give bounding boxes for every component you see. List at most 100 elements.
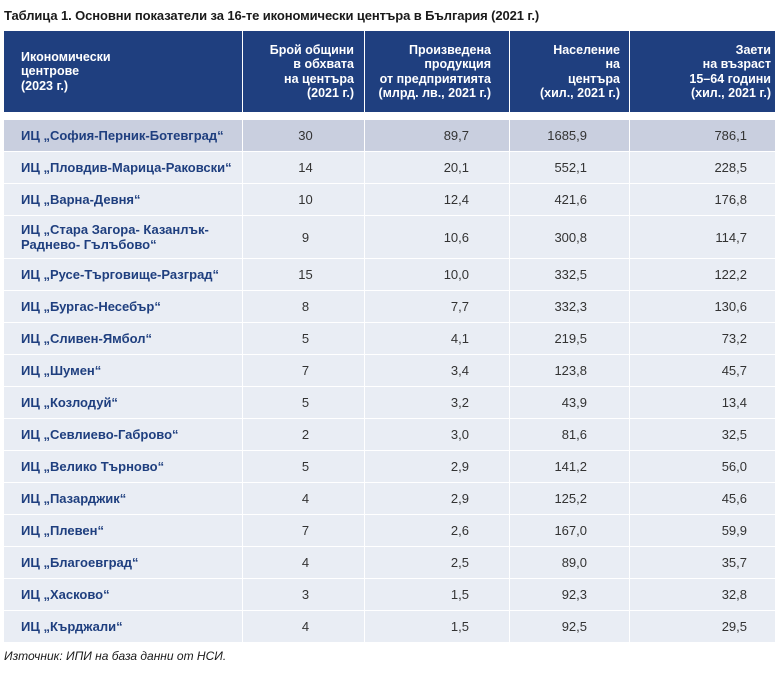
population-cell: 92,3 [510, 578, 630, 610]
municipalities-cell: 7 [243, 354, 365, 386]
municipalities-cell: 4 [243, 610, 365, 642]
table-row: ИЦ „Козлодуй“ 5 3,2 43,9 13,4 [4, 386, 775, 418]
table-caption: Таблица 1. Основни показатели за 16-те и… [4, 8, 540, 23]
population-cell: 141,2 [510, 450, 630, 482]
center-name-line: ИЦ „Бургас-Несебър“ [21, 299, 161, 314]
table-body: ИЦ „София-Перник-Ботевград“ 30 89,7 1685,9 7… [4, 112, 775, 642]
municipalities-cell: 30 [243, 119, 365, 151]
header-line: 15–64 години [689, 71, 771, 86]
municipalities-cell: 4 [243, 482, 365, 514]
municipalities-cell: 14 [243, 151, 365, 183]
center-name-line: ИЦ „Шумен“ [21, 363, 102, 378]
production-cell: 7,7 [365, 290, 510, 322]
municipalities-cell: 3 [243, 578, 365, 610]
production-cell: 3,4 [365, 354, 510, 386]
employed-cell: 59,9 [630, 514, 775, 546]
production-cell: 3,2 [365, 386, 510, 418]
production-cell: 2,9 [365, 482, 510, 514]
population-cell: 332,5 [510, 258, 630, 290]
population-cell: 81,6 [510, 418, 630, 450]
table-row: ИЦ „Кърджали“ 4 1,5 92,5 29,5 [4, 610, 775, 642]
employed-cell: 130,6 [630, 290, 775, 322]
population-cell: 43,9 [510, 386, 630, 418]
center-name-cell: ИЦ „Плевен“ [4, 514, 243, 546]
header-line: Заети [735, 42, 771, 57]
center-name-line: ИЦ „Севлиево-Габрово“ [21, 427, 179, 442]
center-name-cell: ИЦ „Бургас-Несебър“ [4, 290, 243, 322]
table-row: ИЦ „Шумен“ 7 3,4 123,8 45,7 [4, 354, 775, 386]
production-cell: 10,0 [365, 258, 510, 290]
header-economic-centers: Икономически центрове (2023 г.) [4, 31, 243, 112]
employed-cell: 32,8 [630, 578, 775, 610]
population-cell: 219,5 [510, 322, 630, 354]
table-row: ИЦ „Русе-Търговище-Разград“ 15 10,0 332,5 12… [4, 258, 775, 290]
table-row: ИЦ „София-Перник-Ботевград“ 30 89,7 1685,9 7… [4, 119, 775, 151]
production-cell: 3,0 [365, 418, 510, 450]
municipalities-cell: 7 [243, 514, 365, 546]
center-name-cell: ИЦ „София-Перник-Ботевград“ [4, 119, 243, 151]
population-cell: 332,3 [510, 290, 630, 322]
employed-cell: 45,7 [630, 354, 775, 386]
employed-cell: 176,8 [630, 183, 775, 215]
population-cell: 125,2 [510, 482, 630, 514]
center-name-cell: ИЦ „Козлодуй“ [4, 386, 243, 418]
production-cell: 1,5 [365, 578, 510, 610]
employed-cell: 32,5 [630, 418, 775, 450]
municipalities-cell: 10 [243, 183, 365, 215]
table-row: ИЦ „Бургас-Несебър“ 8 7,7 332,3 130,6 [4, 290, 775, 322]
employed-cell: 35,7 [630, 546, 775, 578]
center-name-cell: ИЦ „Пловдив-Марица-Раковски“ [4, 151, 243, 183]
population-cell: 167,0 [510, 514, 630, 546]
header-line: (2023 г.) [21, 78, 69, 93]
center-name-line: ИЦ „Благоевград“ [21, 555, 139, 570]
header-line: центъра [567, 71, 620, 86]
header-employed: Заети на възраст 15–64 години (хил., 202… [630, 31, 775, 112]
header-line: продукция [424, 57, 491, 71]
table-row: ИЦ „Сливен-Ямбол“ 5 4,1 219,5 73,2 [4, 322, 775, 354]
header-line: (2021 г.) [306, 86, 354, 100]
header-line: Население [553, 42, 620, 57]
source-note: Източник: ИПИ на база данни от НСИ. [4, 649, 227, 663]
production-cell: 2,5 [365, 546, 510, 578]
header-line: на центъра [284, 71, 354, 86]
employed-cell: 13,4 [630, 386, 775, 418]
center-name-line: ИЦ „Плевен“ [21, 523, 105, 538]
employed-cell: 786,1 [630, 119, 775, 151]
municipalities-cell: 5 [243, 450, 365, 482]
employed-cell: 73,2 [630, 322, 775, 354]
municipalities-cell: 8 [243, 290, 365, 322]
header-municipalities: Брой общини в обхвата на центъра (2021 г… [243, 31, 365, 112]
table-row: ИЦ „Севлиево-Габрово“ 2 3,0 81,6 32,5 [4, 418, 775, 450]
table-row: ИЦ „Велико Търново“ 5 2,9 141,2 56,0 [4, 450, 775, 482]
header-line: (млрд. лв., 2021 г.) [378, 86, 491, 100]
municipalities-cell: 9 [243, 215, 365, 258]
municipalities-cell: 5 [243, 322, 365, 354]
center-name-cell: ИЦ „Велико Търново“ [4, 450, 243, 482]
table-row: ИЦ „Плевен“ 7 2,6 167,0 59,9 [4, 514, 775, 546]
center-name-line: ИЦ „Стара Загора- Казанлък- [21, 222, 209, 237]
center-name-cell: ИЦ „Благоевград“ [4, 546, 243, 578]
center-name-cell: ИЦ „Шумен“ [4, 354, 243, 386]
table-row: ИЦ „Пловдив-Марица-Раковски“ 14 20,1 552,1 2… [4, 151, 775, 183]
center-name-cell: ИЦ „Русе-Търговище-Разград“ [4, 258, 243, 290]
center-name-cell: ИЦ „Варна-Девня“ [4, 183, 243, 215]
employed-cell: 45,6 [630, 482, 775, 514]
production-cell: 10,6 [365, 215, 510, 258]
employed-cell: 29,5 [630, 610, 775, 642]
population-cell: 123,8 [510, 354, 630, 386]
employed-cell: 228,5 [630, 151, 775, 183]
center-name-line: ИЦ „Пазарджик“ [21, 491, 127, 506]
production-cell: 2,6 [365, 514, 510, 546]
employed-cell: 114,7 [630, 215, 775, 258]
center-name-line: ИЦ „Сливен-Ямбол“ [21, 331, 153, 346]
center-name-cell: ИЦ „Пазарджик“ [4, 482, 243, 514]
center-name-line: ИЦ „Кърджали“ [21, 619, 123, 634]
employed-cell: 56,0 [630, 450, 775, 482]
header-line: Икономически [21, 49, 111, 64]
header-population: Население на центъра (хил., 2021 г.) [510, 31, 630, 112]
center-name-cell: ИЦ „Стара Загора- Казанлък- Раднево- Гълъ… [4, 215, 243, 258]
center-name-line: ИЦ „София-Перник-Ботевград“ [21, 128, 224, 143]
header-line: Произведена [408, 42, 491, 57]
municipalities-cell: 5 [243, 386, 365, 418]
population-cell: 552,1 [510, 151, 630, 183]
